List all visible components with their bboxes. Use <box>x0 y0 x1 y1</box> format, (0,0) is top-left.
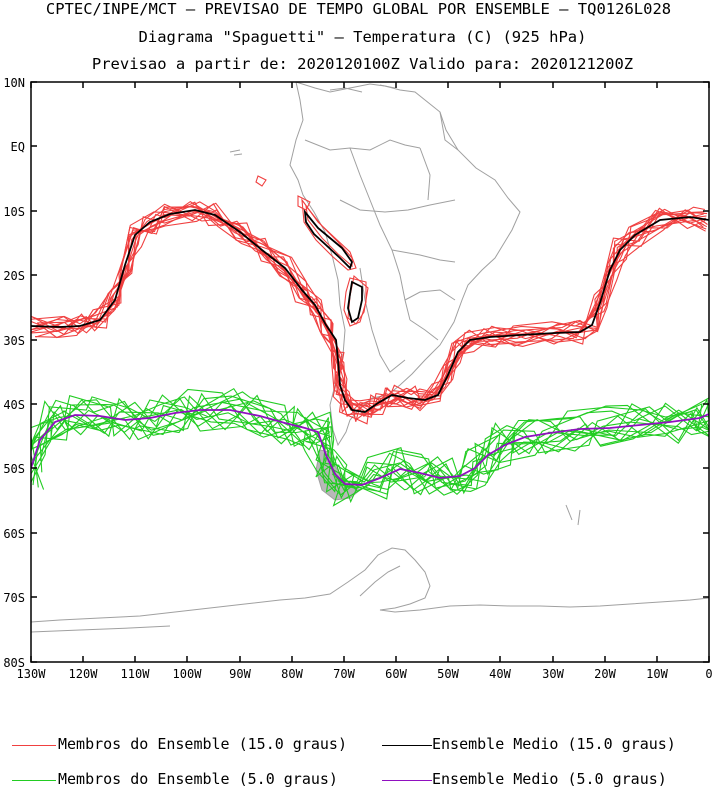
lat-label: EQ <box>11 140 25 154</box>
lon-label: 10W <box>646 667 668 681</box>
black-mean-inland-loop <box>303 209 363 324</box>
lon-label: 0 <box>705 667 712 681</box>
lat-label: 10S <box>3 205 25 219</box>
legend-swatch-red <box>12 745 56 746</box>
legend-green-members: Membros do Ensemble (5.0 graus) <box>58 770 338 788</box>
border-d <box>391 249 456 263</box>
border-c <box>339 199 456 213</box>
border-h <box>409 319 439 341</box>
red-member-line <box>32 205 704 414</box>
lon-label: 130W <box>17 667 47 681</box>
coastlines <box>31 82 709 633</box>
legend-swatch-purple <box>382 780 432 781</box>
red-member-loop <box>297 195 311 211</box>
lat-label: 30S <box>3 334 25 348</box>
red-member-loop <box>305 204 353 268</box>
title-line-3: Previsao a partir de: 2020120100Z Valido… <box>91 55 634 73</box>
green-member-line <box>34 394 709 495</box>
green-member-line <box>31 400 709 493</box>
green-member-line <box>39 388 700 496</box>
caribbean <box>329 84 396 93</box>
antarctica-coast <box>31 547 709 623</box>
red-member-loop <box>255 175 267 187</box>
lon-labels: 130W 120W 110W 100W 90W 80W 70W 60W 50W … <box>17 667 713 681</box>
legend-red-members: Membros do Ensemble (15.0 graus) <box>58 735 347 753</box>
lat-label: 60S <box>3 527 25 541</box>
galapagos <box>229 149 243 156</box>
border-e <box>359 267 406 373</box>
lat-label: 20S <box>3 269 25 283</box>
lon-label: 60W <box>385 667 407 681</box>
lon-label: 30W <box>542 667 564 681</box>
title-line-1: CPTEC/INPE/MCT – PREVISAO DE TEMPO GLOBA… <box>45 0 672 18</box>
lon-label: 70W <box>333 667 355 681</box>
legend-swatch-black <box>382 745 432 746</box>
lon-label: 120W <box>69 667 99 681</box>
lon-label: 50W <box>437 667 459 681</box>
axis-ticks <box>30 81 710 663</box>
border-g <box>419 111 459 201</box>
lon-label: 110W <box>121 667 151 681</box>
black-ensemble-mean <box>31 209 709 413</box>
green-member-line <box>31 396 709 489</box>
lon-label: 100W <box>173 667 203 681</box>
border-b <box>349 147 411 321</box>
legend-purple-mean: Ensemble Medio (5.0 graus) <box>432 770 667 788</box>
lat-label: 40S <box>3 398 25 412</box>
antarctic-peninsula <box>359 565 401 597</box>
lon-label: 90W <box>229 667 251 681</box>
red-member-loop <box>343 277 367 327</box>
lat-label: 70S <box>3 591 25 605</box>
legend-black-mean: Ensemble Medio (15.0 graus) <box>432 735 676 753</box>
plot-frame <box>30 81 710 663</box>
lon-label: 20W <box>594 667 616 681</box>
lat-label: 10N <box>3 76 25 90</box>
ice-shelf <box>31 625 171 633</box>
green-member-line <box>31 409 709 507</box>
lon-label: 40W <box>489 667 511 681</box>
border-a <box>304 139 421 151</box>
red-member-line <box>33 208 706 422</box>
purple-ensemble-mean <box>31 409 709 486</box>
border-f <box>404 289 456 301</box>
south-georgia <box>565 504 581 526</box>
lon-label: 80W <box>281 667 303 681</box>
south-america-outline <box>289 82 521 447</box>
red-member-contours <box>31 175 708 425</box>
legend-swatch-green <box>12 780 56 781</box>
lat-labels: 10N EQ 10S 20S 30S 40S 50S 60S 70S 80S <box>3 76 25 670</box>
lat-label: 80S <box>3 656 25 670</box>
title-line-2: Diagrama "Spaguetti" – Temperatura (C) (… <box>138 28 587 46</box>
green-member-line <box>31 395 709 500</box>
lat-label: 50S <box>3 462 25 476</box>
